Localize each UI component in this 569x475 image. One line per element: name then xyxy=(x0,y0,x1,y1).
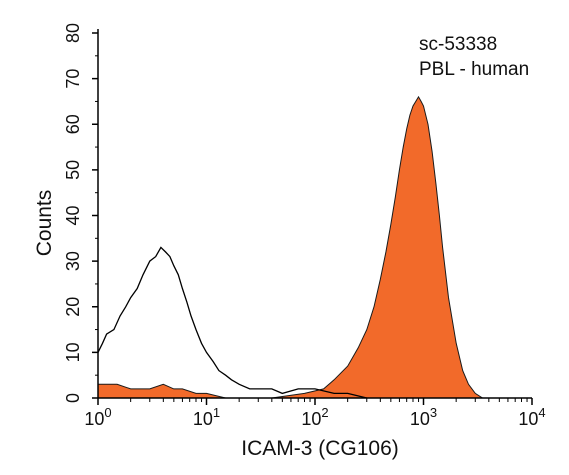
x-tick-label: 104 xyxy=(518,405,545,429)
y-tick-label: 40 xyxy=(63,205,83,225)
y-axis-title: Counts xyxy=(33,190,56,257)
annotation-sample-id: sc-53338 xyxy=(419,34,497,55)
axes-layer xyxy=(92,29,533,405)
label-layer: 0 10 20 30 40 50 60 70 80 100 101 102 103 104 xyxy=(63,23,546,429)
y-tick-label: 70 xyxy=(63,69,83,89)
x-axis-title: ICAM-3 (CG106) xyxy=(241,437,399,460)
series-0-outline-histogram xyxy=(97,246,367,399)
x-tick-label: 102 xyxy=(301,405,328,429)
series-1-filled-histogram xyxy=(97,95,485,399)
y-tick-label: 20 xyxy=(63,297,83,317)
y-tick-label: 0 xyxy=(63,393,83,403)
y-tick-label: 10 xyxy=(63,342,83,362)
series-layer xyxy=(97,95,485,399)
annotation-cell-type: PBL - human xyxy=(419,59,529,80)
y-tick-label: 50 xyxy=(63,160,83,180)
y-tick-label: 60 xyxy=(63,114,83,134)
y-tick-label: 30 xyxy=(63,251,83,271)
x-tick-label: 103 xyxy=(410,405,437,429)
x-tick-label: 101 xyxy=(193,405,220,429)
x-tick-label: 100 xyxy=(84,405,111,429)
y-tick-label: 80 xyxy=(63,23,83,43)
